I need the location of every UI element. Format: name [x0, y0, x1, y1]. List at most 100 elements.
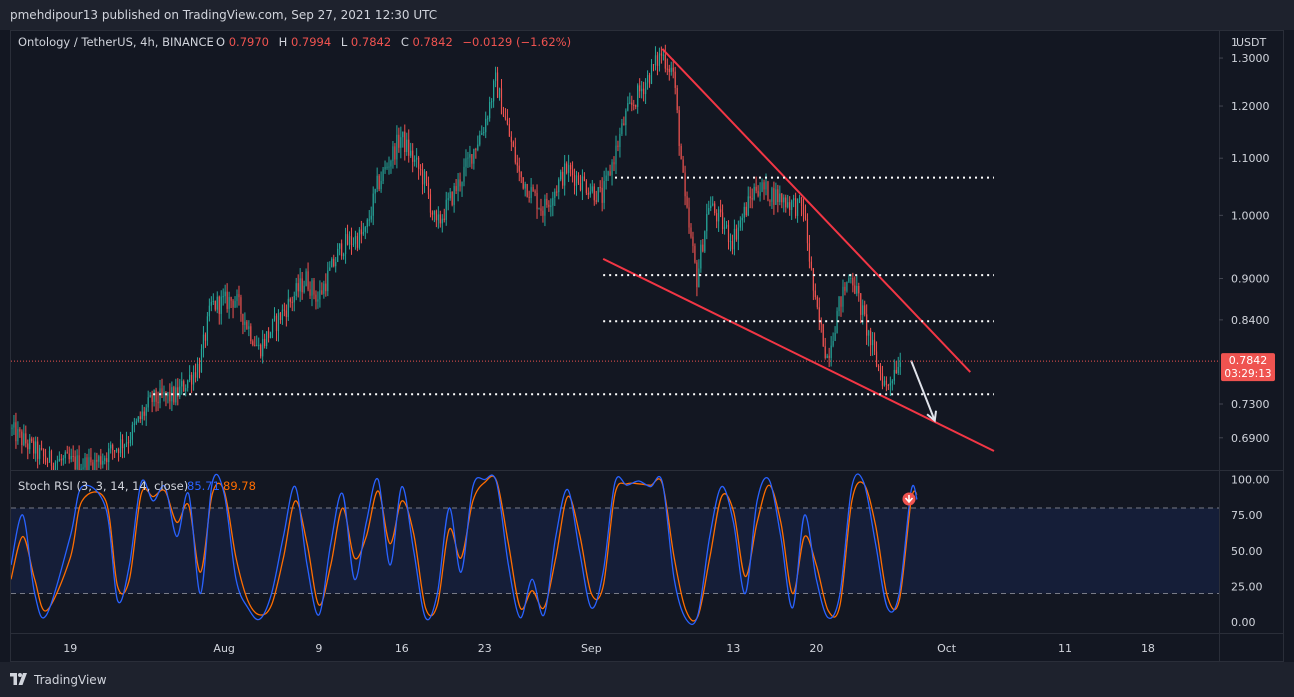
candle-body — [41, 448, 43, 450]
candle-body — [106, 458, 108, 463]
candle-body — [674, 71, 676, 88]
candle-body — [419, 169, 422, 171]
candle-body — [321, 290, 323, 294]
candle-body — [623, 123, 625, 126]
candle-body — [789, 202, 791, 211]
candle-body — [157, 401, 159, 404]
candle-body — [147, 397, 149, 408]
candle-body — [808, 243, 811, 262]
stoch-rsi-title[interactable]: Stoch RSI (3, 3, 14, 14, close) — [18, 479, 188, 493]
candle-body — [575, 175, 578, 186]
candle-body — [899, 362, 901, 367]
scale-mode-label[interactable]: 1 — [1231, 36, 1238, 49]
candle-body — [117, 448, 120, 454]
candle-body — [141, 411, 143, 419]
candle-body — [23, 433, 25, 446]
candle-body — [210, 301, 212, 306]
candle-body — [155, 389, 157, 402]
stoch-rsi-d-value: 89.78 — [223, 479, 256, 493]
candle-body — [706, 214, 708, 232]
candle-body — [447, 198, 449, 200]
candle-body — [244, 321, 246, 325]
stoch-rsi-axis[interactable]: 100.00 75.00 50.00 25.00 0.00 — [1231, 474, 1270, 629]
candle-body — [58, 458, 60, 462]
candle-body — [408, 139, 410, 156]
candle-body — [192, 372, 195, 385]
price-axis[interactable]: 1.3000 1.2000 1.1000 1.0000 0.9000 0.8400 0.73… — [1219, 52, 1270, 445]
candle-body — [564, 163, 566, 186]
candle-body — [796, 198, 799, 216]
candle-body — [114, 450, 116, 452]
candle-body — [323, 283, 325, 294]
candle-body — [473, 149, 475, 164]
candle-body — [686, 196, 688, 208]
high-value: 0.7994 — [291, 35, 331, 49]
time-tick-label: 20 — [809, 642, 823, 655]
candle-body — [74, 456, 76, 470]
candle-body — [759, 191, 761, 196]
candle-body — [536, 192, 538, 209]
candle-body — [840, 296, 842, 307]
candle-body — [629, 102, 631, 104]
low-value: 0.7842 — [351, 35, 391, 49]
candle-body — [552, 197, 554, 206]
symbol-title[interactable]: Ontology / TetherUS, 4h, BINANCE — [18, 35, 214, 49]
candle-body — [767, 181, 769, 201]
candle-body — [489, 101, 491, 119]
candle-body — [467, 157, 469, 159]
candle-body — [380, 181, 382, 190]
candle-body — [414, 159, 416, 162]
candle-body — [491, 101, 493, 103]
candle-body — [866, 314, 868, 336]
candle-body — [566, 163, 568, 173]
candle-body — [90, 457, 92, 463]
candle-body — [206, 316, 208, 341]
stoch-rsi-series — [11, 473, 918, 626]
candle-body — [646, 75, 649, 83]
candle-body — [654, 55, 657, 66]
footer-brand: TradingView — [34, 673, 107, 687]
top-bar: pmehdipour13 published on TradingView.co… — [0, 0, 1294, 30]
trend-line — [602, 257, 995, 452]
candle-body — [333, 258, 335, 267]
candle-body — [439, 214, 441, 224]
candle-body — [68, 453, 70, 460]
candle-body — [297, 283, 299, 292]
candle-body — [469, 154, 471, 158]
candle-body — [238, 294, 240, 298]
time-axis[interactable]: 19 Aug 9 16 23 Sep 13 20 Oct 11 18 — [63, 642, 1155, 655]
candle-body — [556, 191, 558, 193]
candle-body — [358, 229, 360, 248]
candle-body — [406, 139, 408, 153]
candle-body — [179, 386, 181, 397]
candle-body — [597, 187, 599, 202]
candle-body — [802, 206, 805, 215]
candle-body — [175, 387, 177, 403]
candle-body — [151, 395, 153, 402]
candle-body — [331, 258, 333, 268]
alert-icon[interactable] — [902, 492, 916, 506]
candle-body — [605, 175, 607, 182]
time-tick-label: 19 — [63, 642, 77, 655]
candle-body — [94, 459, 96, 470]
candle-body — [498, 88, 501, 98]
candle-body — [747, 196, 749, 216]
candle-body — [830, 345, 832, 358]
candle-body — [360, 229, 362, 235]
candle-body — [208, 305, 210, 317]
candle-body — [119, 439, 122, 454]
candle-body — [425, 171, 428, 184]
candle-body — [202, 334, 205, 349]
currency-button[interactable]: USDT — [1236, 36, 1267, 49]
drawings-layer — [153, 48, 995, 452]
candle-body — [194, 372, 197, 378]
candle-body — [627, 103, 629, 111]
candle-body — [607, 171, 609, 176]
candle-body — [763, 182, 765, 190]
candle-body — [19, 429, 21, 432]
candle-body — [339, 243, 341, 249]
candle-body — [382, 169, 384, 182]
candle-body — [720, 209, 722, 213]
candle-body — [658, 53, 661, 66]
